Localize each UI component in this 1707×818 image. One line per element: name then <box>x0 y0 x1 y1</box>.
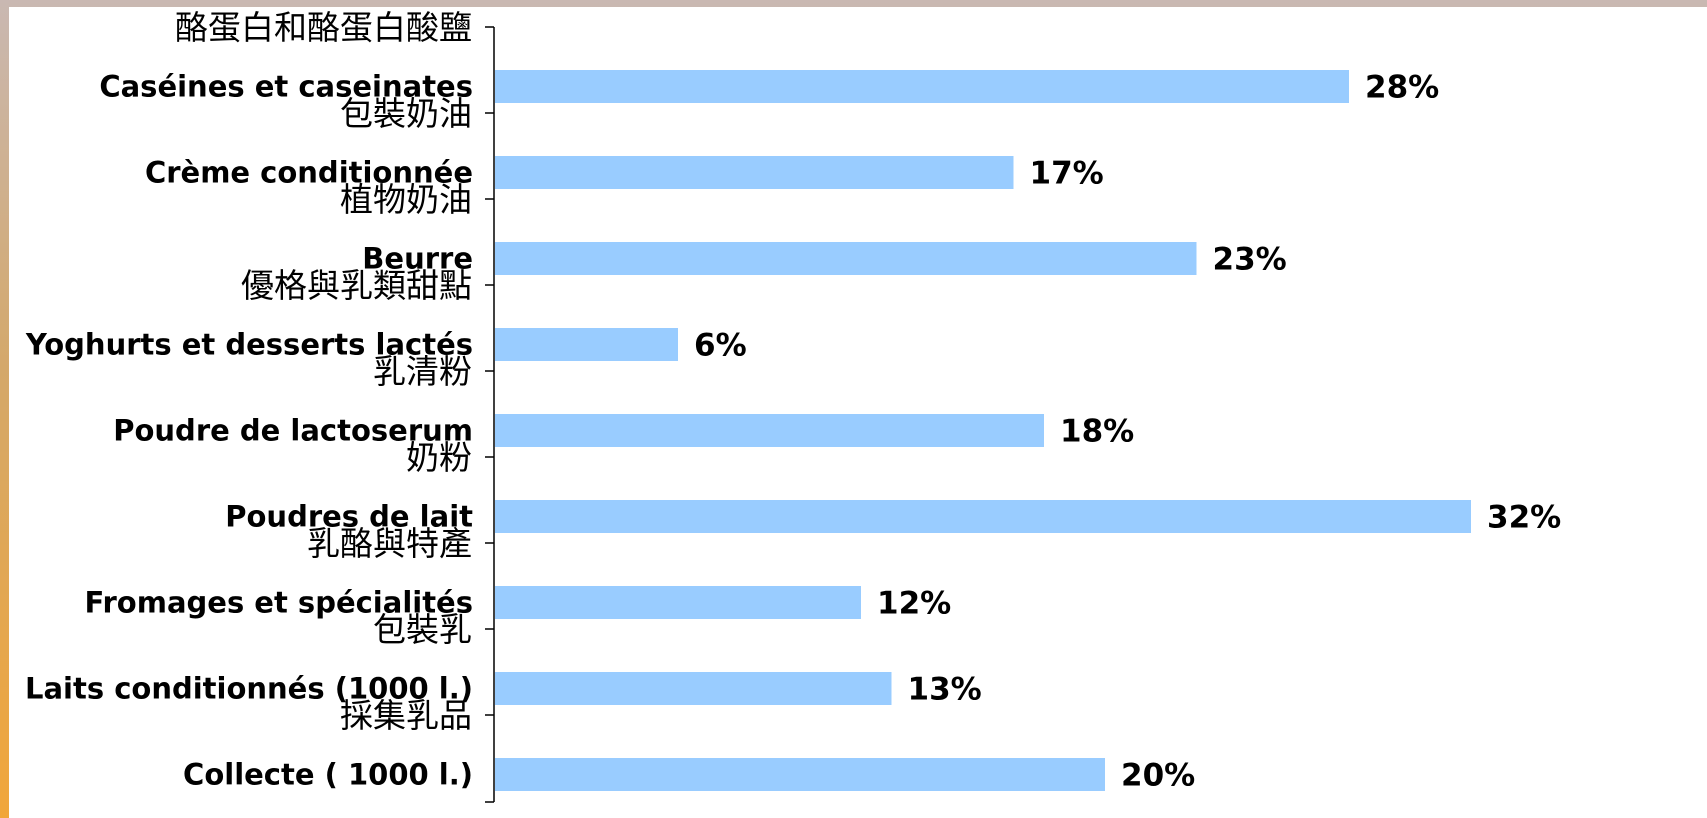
bar <box>495 328 678 361</box>
chart-panel: 28% 酪蛋白和酪蛋白酸鹽 Caséines et caseinates 17% 包裝奶… <box>9 7 1707 818</box>
category-label: Laits conditionnés (1000 l.) <box>25 672 473 706</box>
bars-layer <box>495 70 1471 791</box>
category-label: Beurre <box>362 242 473 276</box>
category-label-zh: 乳酪與特產 <box>307 524 472 563</box>
category-label-zh: 植物奶油 <box>340 180 472 219</box>
category-label: Crème conditionnée <box>145 156 473 190</box>
category-label: Poudres de lait <box>225 500 473 534</box>
category-label: Yoghurts et desserts lactés <box>25 328 473 362</box>
value-label: 23% <box>1213 242 1287 278</box>
labels-layer: 28% 酪蛋白和酪蛋白酸鹽 Caséines et caseinates 17% 包裝奶… <box>25 8 1561 794</box>
category-label: Collecte ( 1000 l.) <box>183 758 473 792</box>
bar <box>495 70 1349 103</box>
value-label: 32% <box>1487 500 1561 536</box>
category-label-zh: 奶粉 <box>406 438 472 477</box>
value-label: 17% <box>1030 156 1104 192</box>
category-label-zh: 包裝奶油 <box>340 94 472 133</box>
category-label: Poudre de lactoserum <box>113 414 473 448</box>
bar <box>495 156 1014 189</box>
category-label-zh: 包裝乳 <box>373 610 472 649</box>
category-label-zh: 優格與乳類甜點 <box>241 266 472 305</box>
bar <box>495 758 1105 791</box>
bar <box>495 586 861 619</box>
category-label-zh: 酪蛋白和酪蛋白酸鹽 <box>175 8 472 47</box>
category-label-zh: 乳清粉 <box>373 352 472 391</box>
bar <box>495 672 892 705</box>
category-label: Caséines et caseinates <box>99 70 473 104</box>
category-label-zh: 採集乳品 <box>340 696 472 735</box>
value-label: 12% <box>877 586 951 622</box>
bar <box>495 242 1197 275</box>
bar <box>495 414 1044 447</box>
value-label: 18% <box>1060 414 1134 450</box>
bar-chart: 28% 酪蛋白和酪蛋白酸鹽 Caséines et caseinates 17% 包裝奶… <box>25 8 1561 803</box>
bar <box>495 500 1471 533</box>
category-label: Fromages et spécialités <box>85 586 473 620</box>
value-label: 13% <box>908 672 982 708</box>
value-label: 20% <box>1121 758 1195 794</box>
axis-layer <box>485 26 495 803</box>
value-label: 28% <box>1365 70 1439 106</box>
value-label: 6% <box>694 328 747 364</box>
